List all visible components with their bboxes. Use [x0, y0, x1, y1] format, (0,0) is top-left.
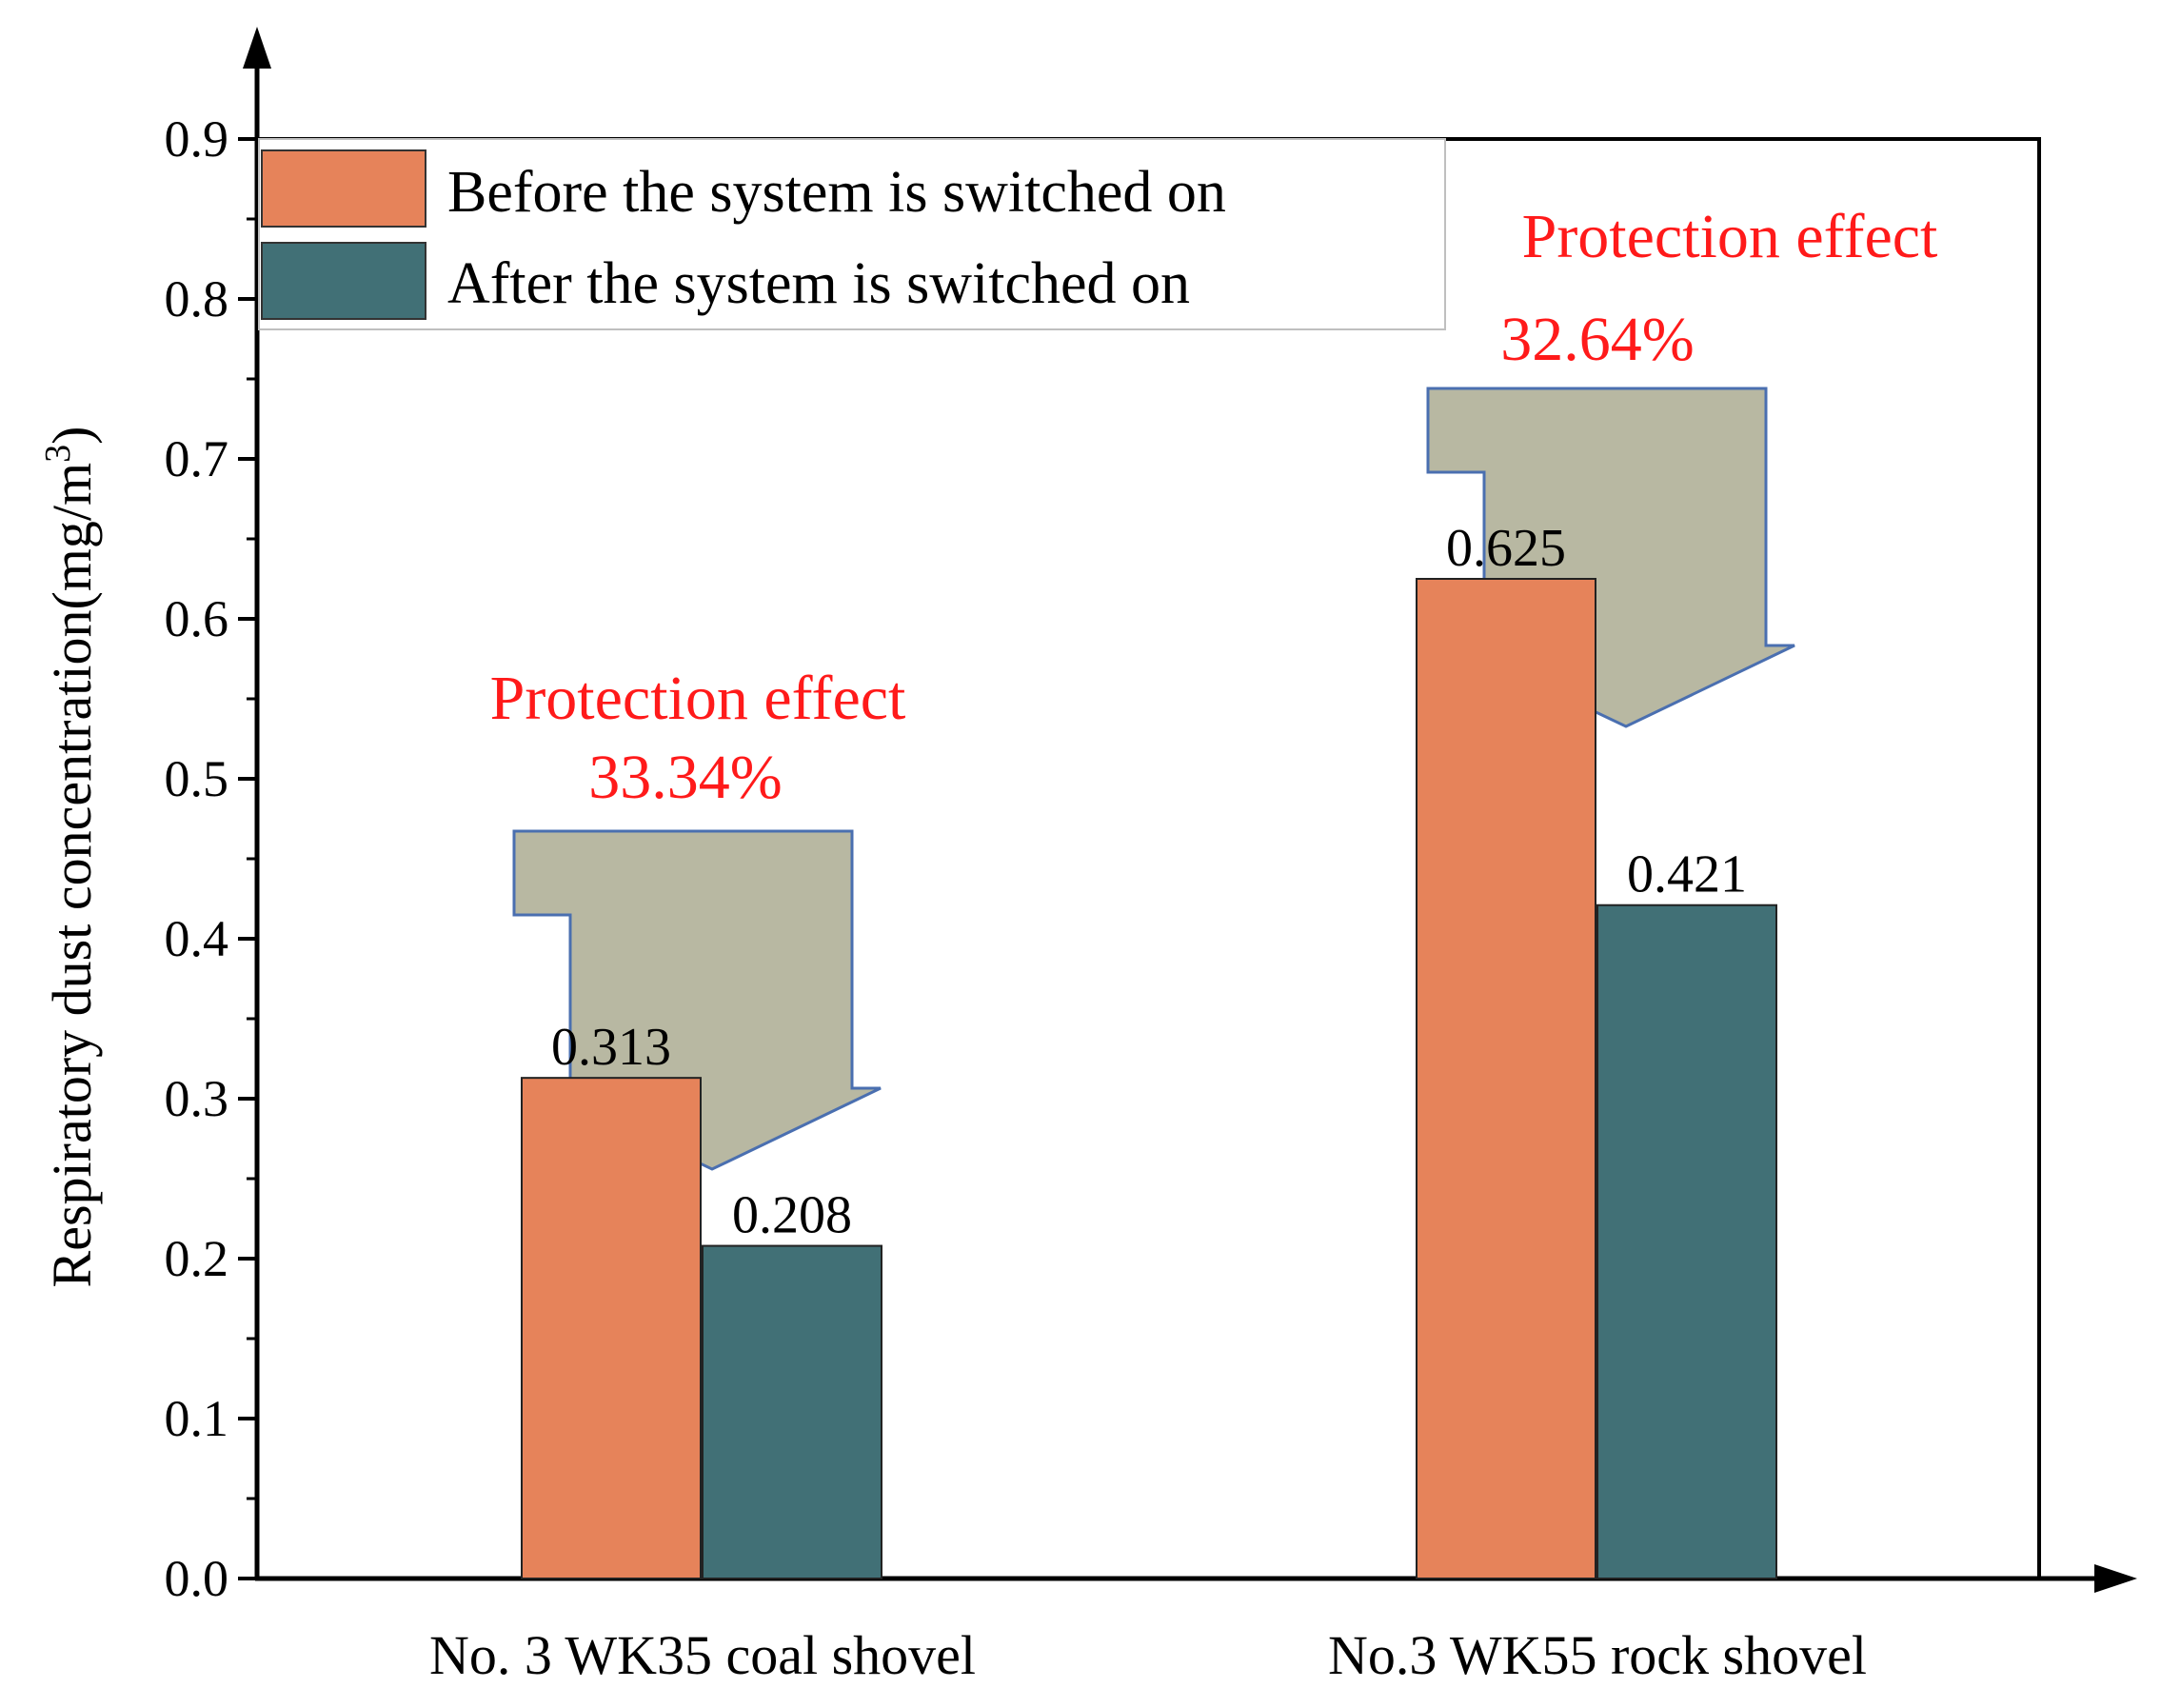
bar-value-label: 0.313	[551, 1018, 671, 1077]
y-axis-label-superscript: 3	[38, 445, 78, 463]
bars-group	[521, 578, 1777, 1580]
y-tick-label: 0.1	[165, 1390, 229, 1447]
x-axis-arrowhead	[2094, 1564, 2137, 1593]
y-axis-label-suffix: )	[41, 427, 103, 445]
x-category-label: No.3 WK55 rock shovel	[1328, 1624, 1867, 1686]
bar-value-label: 0.625	[1446, 519, 1566, 578]
annotation-value: 33.34%	[588, 743, 782, 812]
legend-label-after: After the system is switched on	[447, 251, 1190, 316]
y-tick-label: 0.6	[165, 590, 229, 647]
legend-swatch-after	[261, 242, 426, 320]
legend-swatch-before	[261, 149, 426, 228]
y-axis-label: Respiratory dust concentration(mg/m3)	[38, 427, 103, 1288]
annotations: Protection effect 33.34% Protection effect…	[490, 202, 1938, 812]
category-labels: No. 3 WK35 coal shovel No.3 WK55 rock sho…	[429, 1624, 1867, 1686]
bar-before-1	[1416, 578, 1596, 1579]
legend-label-before: Before the system is switched on	[447, 160, 1226, 225]
value-labels: 0.313 0.208 0.625 0.421	[551, 519, 1747, 1245]
bar-after-0	[702, 1244, 882, 1580]
annotation-title: Protection effect	[490, 664, 906, 733]
annotation-value: 32.64%	[1500, 305, 1694, 374]
bar-after-1	[1596, 904, 1777, 1579]
y-axis-ticks: 0.0 0.1 0.2 0.3 0.4 0.5 0.6 0.7 0.8 0.9	[165, 110, 257, 1607]
y-tick-label: 0.8	[165, 270, 229, 328]
y-tick-label: 0.3	[165, 1070, 229, 1127]
legend: Before the system is switched on After t…	[258, 138, 1446, 330]
y-tick-label: 0.4	[165, 910, 229, 967]
y-tick-label: 0.7	[165, 430, 229, 487]
legend-box	[258, 138, 1446, 330]
y-tick-label: 0.5	[165, 750, 229, 807]
y-tick-label: 0.9	[165, 110, 229, 168]
y-axis-label-main: Respiratory dust concentration(mg/m	[41, 463, 103, 1288]
y-axis-arrowhead	[243, 27, 271, 69]
y-tick-label: 0.2	[165, 1230, 229, 1287]
annotation-title: Protection effect	[1522, 202, 1938, 271]
bar-value-label: 0.208	[732, 1186, 852, 1245]
y-tick-label: 0.0	[165, 1550, 229, 1607]
bar-value-label: 0.421	[1627, 845, 1747, 904]
bar-before-0	[521, 1077, 702, 1580]
x-category-label: No. 3 WK35 coal shovel	[429, 1624, 976, 1686]
